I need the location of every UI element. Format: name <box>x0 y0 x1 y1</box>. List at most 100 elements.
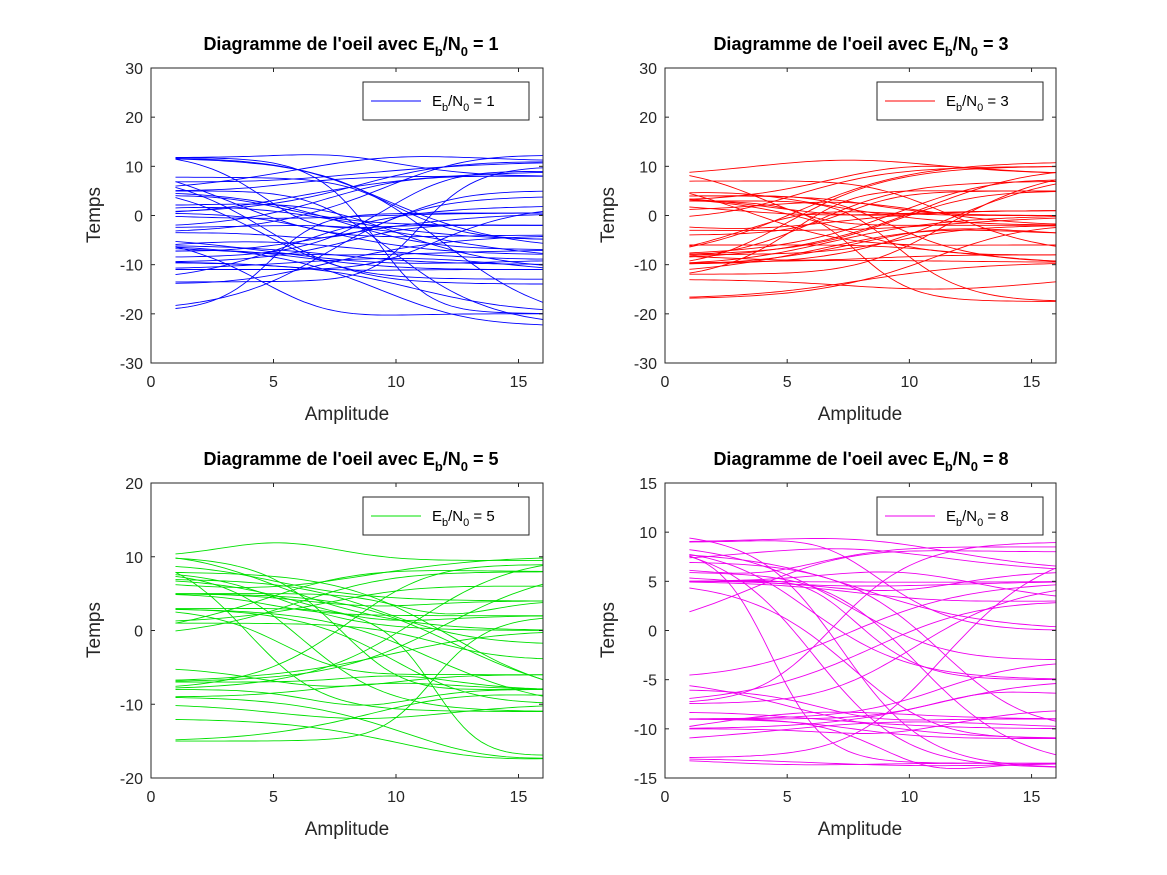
y-tick-label: 0 <box>648 209 657 226</box>
x-tick-label: 10 <box>900 374 918 391</box>
y-tick-label: 10 <box>639 159 657 176</box>
axis-ticks: 0 5 10 15 -30 -20 -10 0 10 20 30 <box>120 61 543 391</box>
eye-trace <box>175 156 544 187</box>
eye-trace <box>175 632 544 681</box>
eye-trace <box>175 608 544 697</box>
eye-trace <box>175 157 543 314</box>
eye-trace <box>175 175 543 226</box>
axis-ticks: 0 5 10 15 -30 -20 -10 0 10 20 30 <box>634 61 1056 391</box>
eye-trace <box>689 159 1057 174</box>
eye-trace <box>175 206 544 276</box>
x-tick-label: 15 <box>1023 789 1041 806</box>
eye-trace <box>175 213 543 255</box>
y-tick-label: 20 <box>125 476 143 493</box>
y-axis-label: Temps <box>84 602 105 658</box>
eye-trace <box>689 190 1056 236</box>
eye-trace <box>175 675 544 690</box>
eye-trace <box>175 203 544 266</box>
eye-trace <box>689 691 1057 720</box>
eye-trace <box>689 550 1056 613</box>
eye-trace <box>175 245 543 265</box>
eye-trace <box>175 154 544 177</box>
x-tick-label: 5 <box>269 789 278 806</box>
subplot-title: Diagramme de l'oeil avec Eb/N0 = 5 <box>203 449 498 474</box>
eye-trace <box>689 166 1056 217</box>
eye-trace <box>175 565 543 602</box>
y-axis-label: Temps <box>598 602 619 658</box>
eye-trace <box>175 161 544 212</box>
subplot-title: Diagramme de l'oeil avec Eb/N0 = 8 <box>713 449 1008 474</box>
eye-trace <box>175 171 544 213</box>
eye-trace <box>689 581 1056 602</box>
y-tick-label: 10 <box>125 159 143 176</box>
eye-trace <box>689 210 1056 229</box>
y-tick-label: -5 <box>643 673 657 690</box>
eye-trace <box>689 279 1057 290</box>
eye-trace <box>689 572 1057 756</box>
eye-trace <box>689 602 1057 699</box>
y-tick-label: -10 <box>120 697 143 714</box>
eye-trace <box>689 166 1056 262</box>
eye-trace <box>175 190 544 320</box>
x-tick-label: 10 <box>387 789 405 806</box>
eye-trace <box>175 246 543 316</box>
x-tick-label: 0 <box>661 789 670 806</box>
eye-trace <box>175 574 543 631</box>
eye-trace <box>175 197 543 280</box>
y-tick-label: 10 <box>639 525 657 542</box>
eye-trace <box>689 718 1057 770</box>
y-axis-label: Temps <box>598 187 619 243</box>
eye-trace <box>689 584 1057 676</box>
subplot-eb-n0-5: Diagramme de l'oeil avec Eb/N0 = 5 0 5 10 1… <box>84 449 544 840</box>
x-axis-label: Amplitude <box>818 404 903 425</box>
eye-trace <box>689 758 1057 767</box>
x-tick-label: 5 <box>783 374 792 391</box>
eye-trace <box>175 719 544 760</box>
y-tick-label: -30 <box>634 356 657 373</box>
eye-trace <box>175 697 544 759</box>
x-tick-label: 5 <box>269 374 278 391</box>
eye-trace <box>175 668 543 687</box>
eye-trace <box>175 608 544 704</box>
eye-trace <box>689 193 1056 246</box>
legend-label: Eb/N0 = 3 <box>946 93 1009 114</box>
eye-trace <box>175 170 543 258</box>
eye-trace <box>689 540 1057 631</box>
y-tick-label: 30 <box>125 61 143 78</box>
eye-trace <box>689 554 1057 628</box>
y-tick-label: -20 <box>634 307 657 324</box>
eye-trace <box>175 580 543 621</box>
y-axis-label: Temps <box>84 187 105 243</box>
eye-trace <box>689 555 1056 764</box>
axis-ticks: 0 5 10 15 -15 -10 -5 0 5 10 15 <box>634 476 1056 806</box>
eye-traces <box>689 537 1057 770</box>
x-tick-label: 15 <box>510 374 528 391</box>
eye-trace <box>175 175 543 192</box>
x-axis-label: Amplitude <box>305 819 390 840</box>
eye-trace <box>689 710 1057 734</box>
eye-trace <box>689 179 1057 254</box>
eye-trace <box>689 179 1057 275</box>
eye-trace <box>175 564 544 687</box>
y-tick-label: -15 <box>634 771 657 788</box>
x-axis-label: Amplitude <box>305 404 390 425</box>
eye-trace <box>175 694 544 741</box>
eye-trace <box>175 176 544 240</box>
eye-trace <box>689 577 1057 587</box>
eye-trace <box>175 585 543 622</box>
eye-trace <box>689 180 1057 247</box>
subplot-eb-n0-1: Diagramme de l'oeil avec Eb/N0 = 1 0 5 10 1… <box>84 34 544 425</box>
eye-trace <box>175 196 544 306</box>
eye-trace <box>175 575 543 712</box>
eye-trace <box>689 172 1057 258</box>
eye-trace <box>689 538 1057 567</box>
subplot-title: Diagramme de l'oeil avec Eb/N0 = 1 <box>203 34 498 59</box>
eye-trace <box>175 570 544 624</box>
eye-trace <box>175 190 544 239</box>
eye-trace <box>689 254 1057 261</box>
eye-trace <box>689 175 1056 226</box>
eye-trace <box>689 200 1056 302</box>
eye-trace <box>175 593 544 680</box>
eye-trace <box>175 162 544 183</box>
y-tick-label: 20 <box>639 110 657 127</box>
